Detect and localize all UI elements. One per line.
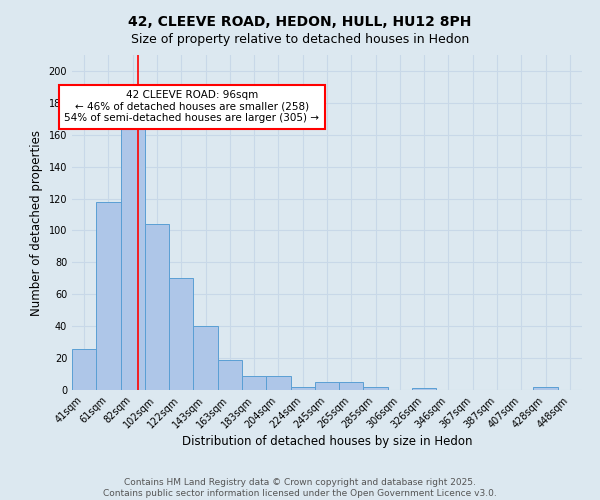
Bar — [266, 376, 290, 390]
Bar — [412, 388, 436, 390]
Text: 42 CLEEVE ROAD: 96sqm
← 46% of detached houses are smaller (258)
54% of semi-det: 42 CLEEVE ROAD: 96sqm ← 46% of detached … — [64, 90, 319, 124]
Bar — [72, 348, 96, 390]
Bar — [145, 224, 169, 390]
Bar — [533, 387, 558, 390]
Bar — [96, 202, 121, 390]
Text: Size of property relative to detached houses in Hedon: Size of property relative to detached ho… — [131, 32, 469, 46]
Text: 42, CLEEVE ROAD, HEDON, HULL, HU12 8PH: 42, CLEEVE ROAD, HEDON, HULL, HU12 8PH — [128, 15, 472, 29]
X-axis label: Distribution of detached houses by size in Hedon: Distribution of detached houses by size … — [182, 436, 472, 448]
Y-axis label: Number of detached properties: Number of detached properties — [30, 130, 43, 316]
Text: Contains HM Land Registry data © Crown copyright and database right 2025.
Contai: Contains HM Land Registry data © Crown c… — [103, 478, 497, 498]
Bar — [121, 124, 145, 390]
Bar — [290, 387, 315, 390]
Bar — [315, 382, 339, 390]
Bar — [364, 387, 388, 390]
Bar — [169, 278, 193, 390]
Bar — [218, 360, 242, 390]
Bar — [339, 382, 364, 390]
Bar — [193, 326, 218, 390]
Bar — [242, 376, 266, 390]
